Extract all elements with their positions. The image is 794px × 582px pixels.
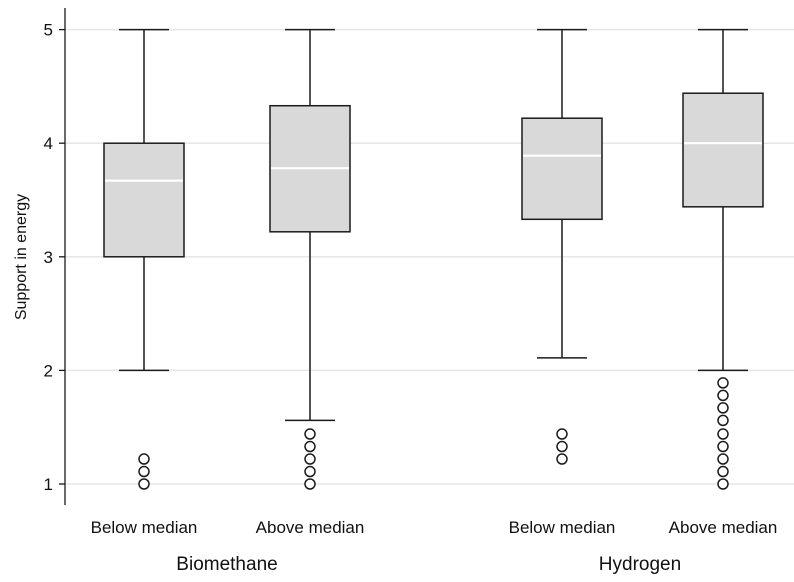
y-tick-label: 5: [44, 21, 53, 40]
box-iqr: [682, 92, 764, 208]
category-label: Below median: [509, 518, 616, 537]
category-labels: Below median Above median Biomethane Below …: [91, 518, 778, 575]
outlier-point: [717, 478, 729, 490]
box-1: [103, 28, 185, 490]
outlier-point: [138, 478, 150, 490]
outlier-point: [304, 478, 316, 490]
outlier-point: [138, 453, 150, 465]
outlier-point: [304, 428, 316, 440]
box-3: [521, 28, 603, 465]
outlier-point: [556, 453, 568, 465]
y-tick-label: 2: [44, 361, 53, 380]
y-tick-label: 4: [44, 134, 53, 153]
boxes: [103, 28, 764, 490]
category-label: Below median: [91, 518, 198, 537]
outlier-point: [717, 453, 729, 465]
outlier-point: [556, 440, 568, 453]
category-label: Above median: [256, 518, 365, 537]
y-tick-label: 1: [44, 475, 53, 494]
outlier-point: [717, 414, 729, 427]
y-tick-label: 3: [44, 248, 53, 267]
box-iqr: [103, 142, 185, 258]
box-4: [682, 28, 764, 490]
outlier-point: [556, 428, 568, 440]
outlier-point: [304, 440, 316, 453]
outlier-point: [717, 465, 729, 478]
category-label: Above median: [669, 518, 778, 537]
outlier-point: [717, 402, 729, 414]
outlier-point: [717, 428, 729, 440]
outlier-point: [717, 377, 729, 389]
box-2: [269, 28, 351, 490]
outlier-point: [138, 465, 150, 478]
group-label: Biomethane: [176, 554, 277, 575]
y-axis-title: Support in energy: [13, 194, 30, 320]
y-axis: 1 2 3 4 5: [44, 8, 66, 505]
grid-lines: [65, 28, 794, 485]
outlier-point: [717, 440, 729, 453]
outlier-point: [304, 453, 316, 465]
group-label: Hydrogen: [599, 554, 681, 575]
outlier-point: [717, 389, 729, 402]
outlier-point: [304, 465, 316, 478]
box-iqr: [521, 117, 603, 221]
